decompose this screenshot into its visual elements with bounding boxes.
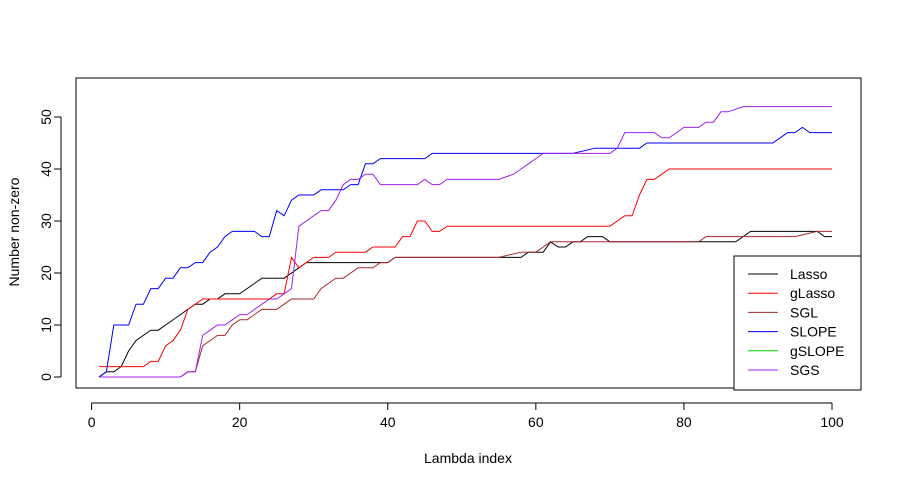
series-line-slope [98,126,832,378]
x-axis-label: Lambda index [424,450,512,466]
legend-label-sgl: SGL [790,304,818,320]
legend: Lasso gLasso SGL SLOPE gSLOPE SGS [733,255,862,391]
legend-label-glasso: gLasso [790,285,835,301]
plot-frame [75,77,862,389]
y-tick-label: 40 [38,161,54,177]
series-line-sgl [99,230,832,378]
series-line-sgs [99,106,832,378]
x-tick-label: 20 [232,414,248,430]
y-tick-label: 20 [38,265,54,281]
y-tick-label: 0 [38,373,54,381]
legend-label-slope: SLOPE [790,324,837,340]
x-tick-label: 100 [820,414,844,430]
x-tick-label: 80 [676,414,692,430]
legend-box [733,255,862,391]
x-tick-label: 0 [88,414,96,430]
legend-label-gslope: gSLOPE [790,343,844,359]
series-line-glasso [99,168,832,368]
y-tick-label: 50 [38,109,54,125]
y-tick-label: 10 [38,317,54,333]
y-axis-label: Number non-zero [6,177,22,286]
legend-label-lasso: Lasso [790,266,828,282]
y-tick-label: 30 [38,213,54,229]
axes-layer: 0 20 40 60 80 100 0 10 20 30 40 50 [38,77,862,430]
legend-label-sgs: SGS [790,362,820,378]
plot-layer [98,106,832,378]
x-tick-label: 60 [528,414,544,430]
x-tick-label: 40 [380,414,396,430]
